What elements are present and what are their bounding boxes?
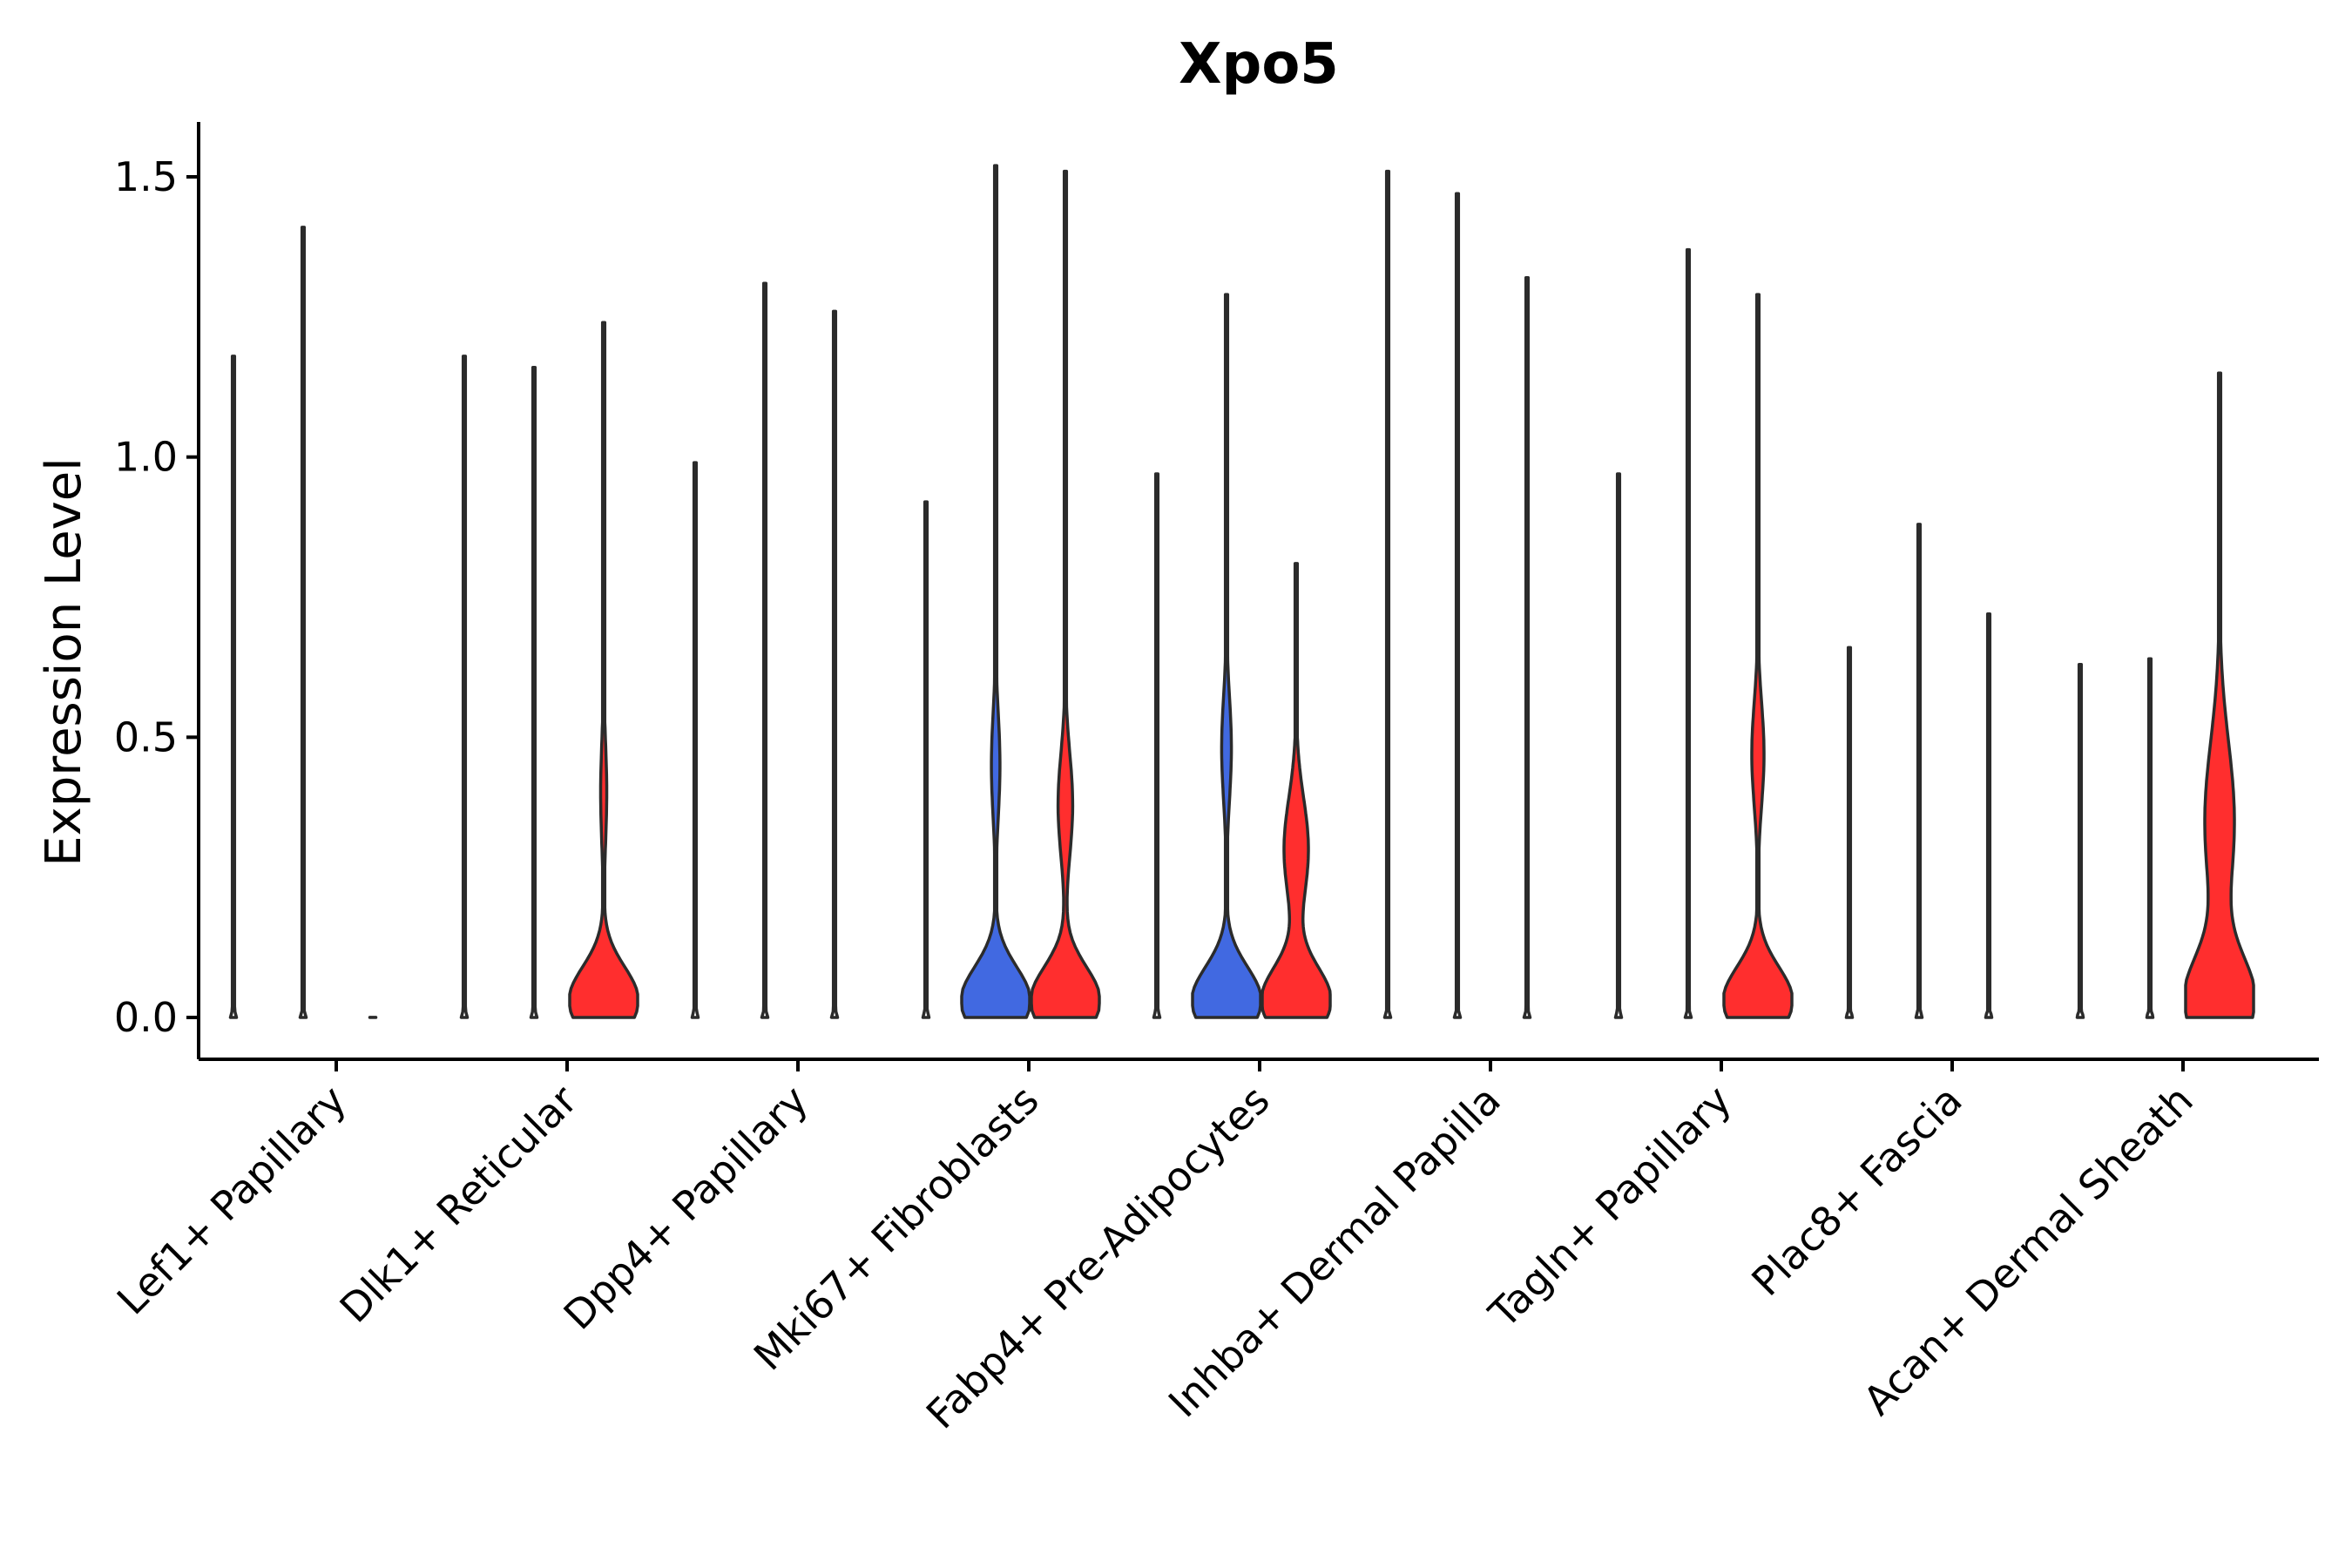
violin-3-3 <box>829 309 840 1019</box>
x-tick-label: Dpp4+ Papillary <box>555 1077 817 1339</box>
x-tick-label: Tagln+ Papillary <box>1479 1077 1740 1338</box>
violin-8-2 <box>1914 523 1924 1019</box>
violin-9-1 <box>2075 662 2085 1019</box>
y-tick-label: 1.5 <box>114 153 178 200</box>
violin-5-2 <box>1191 293 1262 1019</box>
violin-4-2 <box>960 164 1031 1019</box>
violin-7-1 <box>1613 472 1624 1019</box>
y-tick-label: 0.5 <box>114 713 178 760</box>
violin-6-1 <box>1382 169 1393 1019</box>
violin-2-2 <box>529 365 539 1019</box>
y-axis-title: Expression Level <box>36 457 92 867</box>
violin-5-3 <box>1260 562 1332 1019</box>
violin-1-2 <box>298 226 308 1019</box>
violin-6-3 <box>1522 276 1532 1019</box>
violin-4-1 <box>921 500 931 1019</box>
violin-2-3 <box>568 321 639 1019</box>
violin-9-3 <box>2184 371 2255 1019</box>
violin-1-1 <box>228 355 239 1019</box>
violin-4-3 <box>1030 169 1101 1019</box>
violin-3-2 <box>760 281 770 1019</box>
violin-2-1 <box>459 355 470 1019</box>
violins-layer <box>228 164 2255 1019</box>
violin-7-2 <box>1683 247 1693 1019</box>
violin-3-1 <box>690 461 700 1019</box>
y-tick-label: 1.0 <box>114 434 178 481</box>
x-tick-label: Dlk1+ Reticular <box>331 1077 586 1332</box>
violin-5-1 <box>1152 472 1162 1019</box>
x-tick-label: Plac8+ Fascia <box>1742 1077 1970 1305</box>
violin-8-3 <box>1984 612 1994 1019</box>
y-tick-label: 0.0 <box>114 994 178 1041</box>
violin-6-2 <box>1452 192 1463 1019</box>
chart-title: Xpo5 <box>1179 32 1339 97</box>
violin-8-1 <box>1844 645 1855 1019</box>
violin-7-3 <box>1722 293 1794 1019</box>
x-tick-label: Lef1+ Papillary <box>108 1077 355 1324</box>
violin-9-2 <box>2145 657 2155 1019</box>
